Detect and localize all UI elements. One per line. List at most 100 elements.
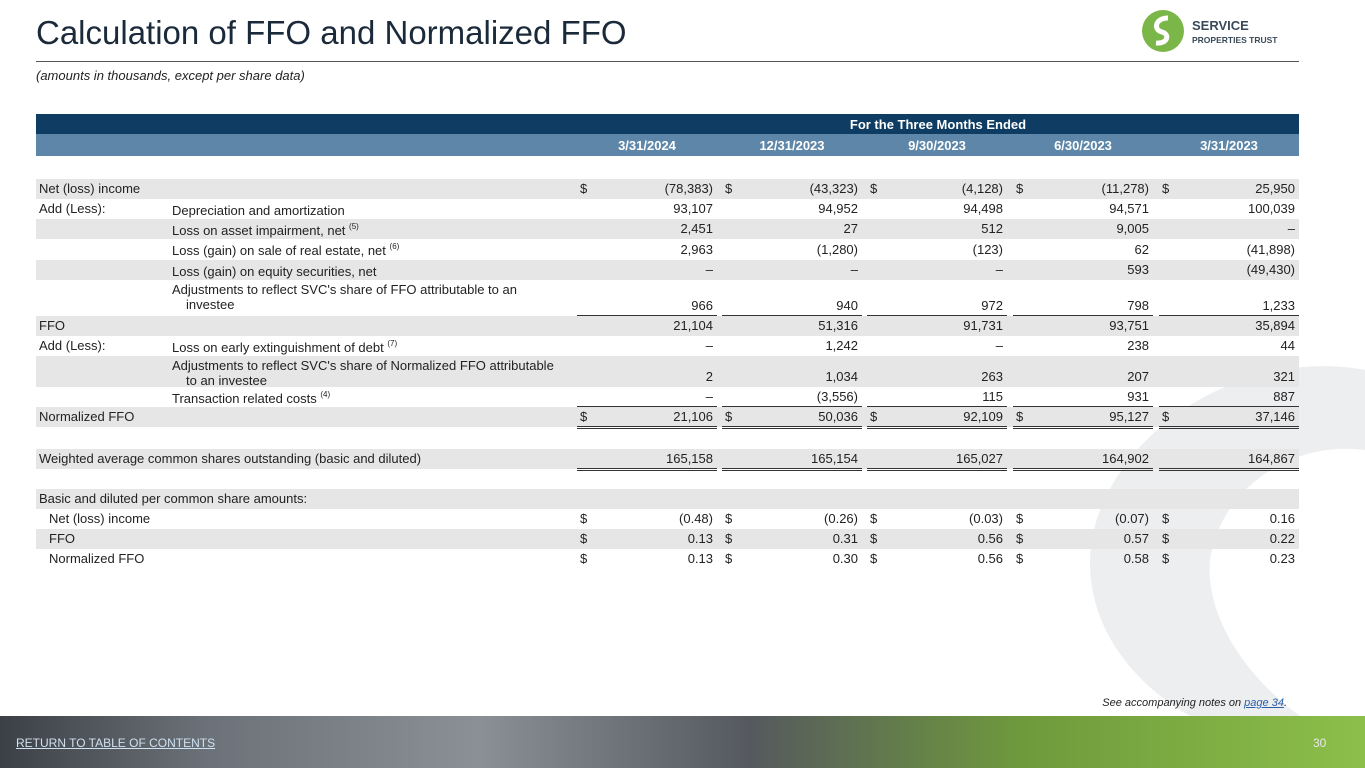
- row-shade: [36, 316, 1299, 336]
- row-sublabel: Loss on early extinguishment of debt (7): [172, 340, 567, 360]
- column-header: 6/30/2023: [1054, 137, 1112, 153]
- underline: [1159, 315, 1299, 317]
- value: 21,104: [673, 318, 713, 333]
- value: 1,242: [825, 338, 858, 353]
- value: 512: [981, 221, 1003, 236]
- sublabel-text: Loss on asset impairment, net: [172, 223, 346, 238]
- currency: $: [580, 531, 588, 546]
- note-link[interactable]: page 34: [1244, 697, 1284, 709]
- value: –: [705, 262, 713, 277]
- row-sublabel: Loss on asset impairment, net (5): [172, 223, 567, 243]
- row-shade: [36, 260, 1299, 280]
- currency: $: [725, 409, 733, 424]
- row-sublabel: Loss (gain) on equity securities, net: [172, 264, 567, 284]
- currency: $: [870, 409, 878, 424]
- row-sublabel: Loss (gain) on sale of real estate, net …: [172, 243, 567, 264]
- value: 263: [981, 369, 1003, 384]
- underline: [1159, 468, 1299, 471]
- value: 62: [1134, 242, 1149, 257]
- value: 940: [836, 298, 858, 313]
- currency: $: [725, 551, 733, 566]
- currency: $: [580, 511, 588, 526]
- value: (41,898): [1246, 242, 1295, 257]
- value: 593: [1127, 262, 1149, 277]
- footnote-ref: (4): [320, 390, 331, 399]
- underline: [1013, 426, 1153, 429]
- return-link[interactable]: RETURN TO TABLE OF CONTENTS: [16, 736, 216, 750]
- column-header: 9/30/2023: [908, 137, 966, 153]
- value: 0.30: [832, 551, 858, 566]
- value: 798: [1127, 298, 1149, 313]
- value: 0.23: [1269, 551, 1295, 566]
- row-sublabel: Adjustments to reflect SVC's share of FF…: [172, 282, 567, 318]
- value: 0.56: [977, 551, 1003, 566]
- underline: [1013, 315, 1153, 317]
- value: (78,383): [664, 181, 713, 196]
- value: 9,005: [1116, 221, 1149, 236]
- currency: $: [870, 181, 878, 196]
- currency: $: [1162, 511, 1170, 526]
- value: 164,867: [1248, 451, 1295, 466]
- underline: [577, 406, 717, 408]
- currency: $: [580, 551, 588, 566]
- value: 164,902: [1102, 451, 1149, 466]
- value: (49,430): [1246, 262, 1295, 277]
- currency: $: [580, 181, 588, 196]
- column-header: 12/31/2023: [759, 137, 825, 153]
- value: 972: [981, 298, 1003, 313]
- currency: $: [870, 551, 878, 566]
- sublabel-text: Adjustments to reflect SVC's share of FF…: [172, 282, 517, 312]
- underline: [1159, 426, 1299, 429]
- underline: [867, 426, 1007, 429]
- underline: [577, 315, 717, 317]
- value: 207: [1127, 369, 1149, 384]
- value: 93,751: [1109, 318, 1149, 333]
- row-shade: [36, 356, 1299, 387]
- value: (1,280): [816, 242, 858, 257]
- underline: [722, 406, 862, 408]
- value: 94,571: [1109, 201, 1149, 216]
- currency: $: [725, 511, 733, 526]
- value: 2,451: [680, 221, 713, 236]
- logo-line2: PROPERTIES TRUST: [1192, 35, 1278, 45]
- underline: [867, 468, 1007, 471]
- value: 91,731: [963, 318, 1003, 333]
- title-rule: [36, 61, 1299, 62]
- value: 25,950: [1255, 181, 1295, 196]
- value: 0.16: [1269, 511, 1295, 526]
- currency: $: [1016, 531, 1024, 546]
- currency: $: [1016, 181, 1024, 196]
- value: –: [995, 262, 1003, 277]
- value: 165,027: [956, 451, 1003, 466]
- value: 165,154: [811, 451, 858, 466]
- value: 44: [1280, 338, 1295, 353]
- row-label: Add (Less):: [39, 201, 106, 216]
- value: 115: [982, 389, 1003, 404]
- underline: [867, 406, 1007, 408]
- currency: $: [1016, 511, 1024, 526]
- value: 0.31: [832, 531, 858, 546]
- row-label: Net (loss) income: [49, 511, 151, 526]
- title: Calculation of FFO and Normalized FFO: [36, 14, 627, 51]
- value: 95,127: [1109, 409, 1149, 424]
- value: –: [705, 389, 713, 404]
- underline: [577, 426, 717, 429]
- value: (3,556): [816, 389, 858, 404]
- value: 27: [843, 221, 858, 236]
- underline: [722, 468, 862, 471]
- sublabel-text: Depreciation and amortization: [172, 203, 345, 218]
- value: 1,034: [825, 369, 858, 384]
- row-shade: [36, 219, 1299, 239]
- column-header: 3/31/2024: [618, 137, 676, 153]
- value: 0.56: [977, 531, 1003, 546]
- underline: [1159, 406, 1299, 408]
- row-label: Weighted average common shares outstandi…: [39, 451, 422, 466]
- row-label: FFO: [39, 318, 65, 333]
- currency: $: [870, 511, 878, 526]
- currency: $: [870, 531, 878, 546]
- value: –: [850, 262, 858, 277]
- value: 0.13: [687, 551, 713, 566]
- underline: [722, 426, 862, 429]
